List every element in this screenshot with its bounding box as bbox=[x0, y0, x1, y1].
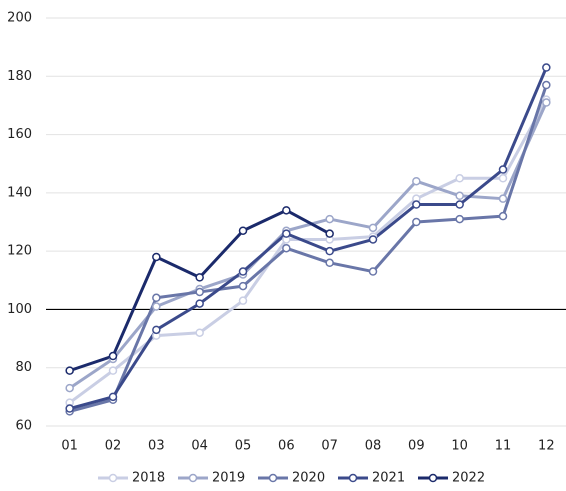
data-point bbox=[152, 325, 161, 335]
data-point bbox=[325, 214, 334, 224]
data-point bbox=[108, 351, 118, 361]
y-tick-label: 140 bbox=[7, 185, 32, 200]
x-tick-label: 07 bbox=[321, 439, 338, 454]
x-tick-label: 02 bbox=[105, 439, 122, 454]
y-tick-label: 180 bbox=[7, 69, 32, 84]
data-point bbox=[65, 404, 74, 413]
data-point bbox=[455, 200, 464, 209]
data-point bbox=[238, 226, 248, 235]
data-point bbox=[325, 246, 334, 256]
data-point bbox=[542, 98, 551, 107]
data-point bbox=[542, 63, 551, 72]
x-tick-label: 01 bbox=[61, 439, 78, 454]
data-point bbox=[152, 302, 161, 311]
data-point bbox=[108, 366, 118, 375]
series-line bbox=[68, 101, 548, 390]
y-tick-label: 100 bbox=[7, 302, 32, 317]
x-tick-label: 05 bbox=[235, 439, 252, 454]
legend-marker bbox=[188, 473, 198, 483]
data-point bbox=[108, 392, 118, 402]
legend-label: 2021 bbox=[372, 471, 405, 486]
data-point bbox=[455, 174, 464, 183]
legend-label: 2020 bbox=[292, 471, 325, 486]
data-point bbox=[238, 267, 248, 276]
data-point bbox=[195, 299, 204, 308]
legend-marker bbox=[268, 473, 278, 483]
x-tick-label: 11 bbox=[495, 439, 512, 454]
x-tick-label: 08 bbox=[365, 439, 382, 454]
y-tick-label: 200 bbox=[7, 11, 32, 26]
data-point bbox=[65, 366, 74, 375]
data-point bbox=[455, 214, 464, 224]
data-point bbox=[498, 211, 508, 221]
data-point bbox=[325, 229, 334, 238]
x-tick-label: 09 bbox=[408, 439, 425, 454]
data-point bbox=[455, 191, 464, 201]
data-point bbox=[195, 273, 204, 282]
x-tick-label: 10 bbox=[451, 439, 468, 454]
data-point bbox=[195, 328, 204, 337]
y-tick-label: 120 bbox=[7, 244, 32, 259]
legend-label: 2022 bbox=[452, 471, 485, 486]
data-point bbox=[498, 194, 508, 203]
data-point bbox=[412, 200, 421, 209]
x-tick-label: 03 bbox=[148, 439, 165, 454]
data-point bbox=[238, 296, 248, 305]
data-point bbox=[282, 206, 291, 215]
data-point bbox=[368, 267, 378, 276]
series-line bbox=[69, 66, 548, 410]
data-point bbox=[282, 243, 291, 253]
legend-marker bbox=[108, 473, 118, 483]
data-point bbox=[542, 80, 551, 90]
legend-label: 2018 bbox=[132, 471, 165, 486]
x-tick-label: 12 bbox=[538, 439, 555, 454]
data-point bbox=[412, 176, 421, 186]
data-point bbox=[498, 174, 508, 183]
legend-label: 2019 bbox=[212, 471, 245, 486]
legend-marker bbox=[348, 473, 358, 483]
data-point bbox=[152, 293, 161, 303]
data-point bbox=[152, 252, 161, 262]
series-line bbox=[69, 84, 548, 413]
data-point bbox=[325, 258, 334, 268]
data-point bbox=[368, 235, 378, 244]
x-tick-label: 06 bbox=[278, 439, 295, 454]
data-point bbox=[282, 229, 291, 238]
data-point bbox=[195, 287, 204, 297]
y-tick-label: 60 bbox=[15, 419, 32, 434]
x-tick-label: 04 bbox=[191, 439, 208, 454]
data-point bbox=[412, 217, 421, 227]
y-tick-label: 160 bbox=[7, 127, 32, 142]
legend-marker bbox=[428, 473, 438, 483]
data-point bbox=[498, 165, 508, 174]
data-point bbox=[65, 383, 74, 393]
y-tick-label: 80 bbox=[15, 360, 32, 375]
data-point bbox=[368, 223, 378, 233]
data-point bbox=[238, 281, 248, 291]
